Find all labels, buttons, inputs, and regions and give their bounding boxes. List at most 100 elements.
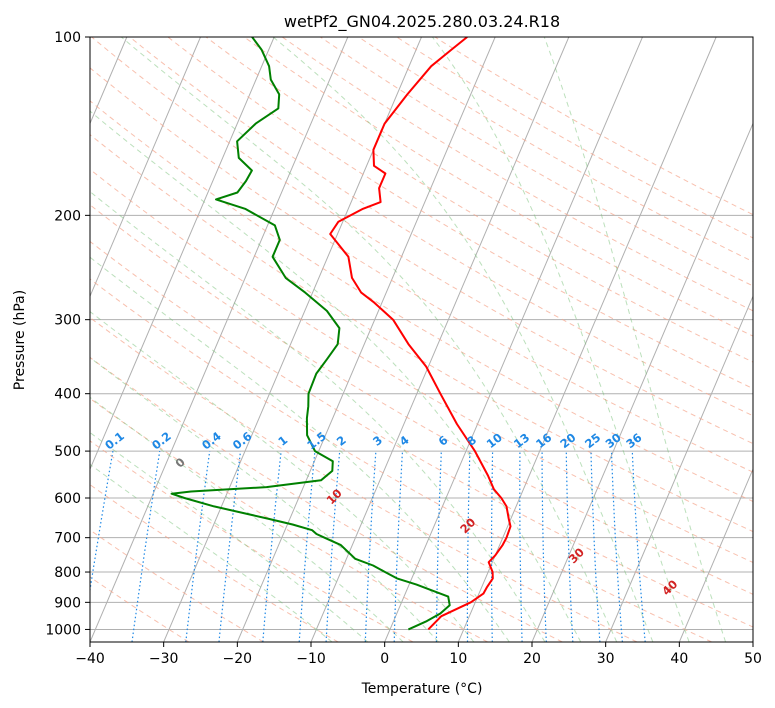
moist-adiabat-label: 0 (172, 455, 188, 471)
x-tick-label: 10 (449, 651, 467, 667)
y-tick-label: 600 (54, 491, 81, 507)
moist-adiabat-label: 20 (457, 515, 478, 536)
isotherm-line (531, 122, 753, 642)
plot-frame (89, 36, 754, 643)
moist-adiabat-line (272, 37, 654, 642)
x-tick-label: 40 (670, 651, 688, 667)
moist-adiabat-label: 40 (659, 577, 680, 598)
dry-adiabat-line (167, 37, 753, 390)
dry-adiabat-line (205, 37, 753, 363)
dry-adiabat-line (90, 278, 712, 642)
mixing-ratio-line (565, 451, 574, 642)
x-tick-label: 20 (523, 651, 541, 667)
x-tick-label: 50 (744, 651, 762, 667)
dry-adiabat-line (90, 484, 339, 642)
y-tick-label: 100 (54, 30, 81, 46)
mixing-ratio-line (519, 451, 523, 642)
mixing-ratio-line (218, 451, 242, 642)
dry-adiabat-line (90, 317, 638, 642)
mixing-ratio-label: 20 (557, 430, 578, 451)
isotherm-line (752, 640, 753, 642)
moist-adiabat-line (90, 431, 369, 642)
dry-adiabat-line (90, 134, 753, 533)
moist-adiabat-line (90, 256, 510, 642)
x-tick-label: −40 (75, 651, 105, 667)
y-tick-label: 800 (54, 565, 81, 581)
isotherm-line (457, 37, 717, 642)
isotherm-line (384, 37, 643, 642)
y-tick-label: 1000 (45, 622, 81, 638)
dry-adiabat-line (320, 37, 753, 287)
dry-adiabat-line (91, 37, 753, 445)
isotherm-line (678, 467, 753, 642)
dewpoint-profile-line (170, 37, 451, 631)
mixing-ratio-line (364, 451, 377, 642)
mixing-ratio-line (185, 451, 211, 642)
dry-adiabat-line (90, 440, 414, 642)
isotherm-line (90, 37, 201, 298)
mixing-ratio-label: 13 (511, 430, 532, 451)
dry-adiabat-line (90, 240, 753, 628)
mixing-ratio-line (631, 451, 646, 642)
moist-adiabat-label: 30 (566, 545, 587, 566)
moist-adiabat-line (90, 191, 546, 642)
background-lines (90, 37, 753, 642)
dry-adiabat-line (90, 529, 264, 642)
isotherm-line (90, 37, 275, 471)
dry-adiabat-line (396, 37, 753, 239)
x-tick-label: −20 (223, 651, 253, 667)
mixing-ratio-line (131, 451, 161, 642)
dry-adiabat-line (90, 168, 753, 563)
mixing-ratio-label: 0.6 (230, 429, 255, 453)
dry-adiabat-label: -10 (4, 417, 29, 442)
dry-adiabat-line (90, 100, 753, 502)
mixing-ratio-label: 8 (464, 433, 479, 449)
temperature-profile-line (329, 37, 512, 631)
mixing-ratio-line (590, 451, 601, 642)
mixing-ratio-label: 10 (484, 430, 505, 451)
dry-adiabat-line (90, 397, 488, 642)
mixing-ratio-label: 0.4 (199, 429, 224, 453)
y-tick-label: 700 (54, 531, 81, 547)
dry-adiabat-line (90, 356, 563, 642)
dry-adiabat-line (282, 37, 753, 312)
chart-title: wetPf2_GN04.2025.280.03.24.R18 (284, 12, 560, 32)
y-tick-label: 900 (54, 595, 81, 611)
moist-adiabat-line (120, 37, 618, 642)
mixing-ratio-label: 0.2 (149, 429, 174, 453)
x-tick-label: 0 (380, 651, 389, 667)
moist-adiabat-line (90, 110, 582, 642)
moist-adiabat-line (90, 396, 404, 642)
dry-adiabat-line (90, 576, 190, 642)
x-tick-label: −10 (296, 651, 326, 667)
isotherm-line (90, 37, 349, 642)
axis-ticks: −40 −30 −20 −10 0 10 20 30 40 5010020030040050060… (45, 30, 762, 667)
y-tick-label: 300 (54, 313, 81, 329)
mixing-ratio-line (490, 451, 494, 642)
isotherm-line (605, 295, 753, 642)
moist-adiabat-line (90, 310, 475, 642)
mixing-ratio-line (610, 451, 623, 642)
dry-adiabat-line (90, 204, 753, 595)
y-tick-label: 500 (54, 444, 81, 460)
moist-adiabat-line (90, 463, 333, 642)
mixing-ratio-label: 16 (533, 430, 554, 451)
dry-adiabat-line (358, 37, 753, 263)
mixing-ratio-label: 2 (334, 433, 349, 449)
mixing-ratio-label: 3 (370, 433, 385, 449)
dry-adiabat-line (243, 37, 753, 337)
y-axis-label: Pressure (hPa) (12, 290, 28, 390)
x-tick-label: −30 (149, 651, 179, 667)
mixing-ratio-line (466, 451, 471, 642)
mixing-ratio-label: 36 (623, 430, 644, 451)
profile-lines (170, 37, 512, 631)
isotherm-line (236, 37, 496, 642)
moist-adiabat-line (431, 37, 690, 642)
y-tick-label: 400 (54, 387, 81, 403)
dry-adiabat-line (434, 37, 753, 216)
x-tick-label: 30 (597, 651, 615, 667)
y-tick-label: 200 (54, 208, 81, 224)
mixing-ratio-label: 25 (582, 430, 603, 451)
dry-adiabat-line (90, 67, 753, 473)
